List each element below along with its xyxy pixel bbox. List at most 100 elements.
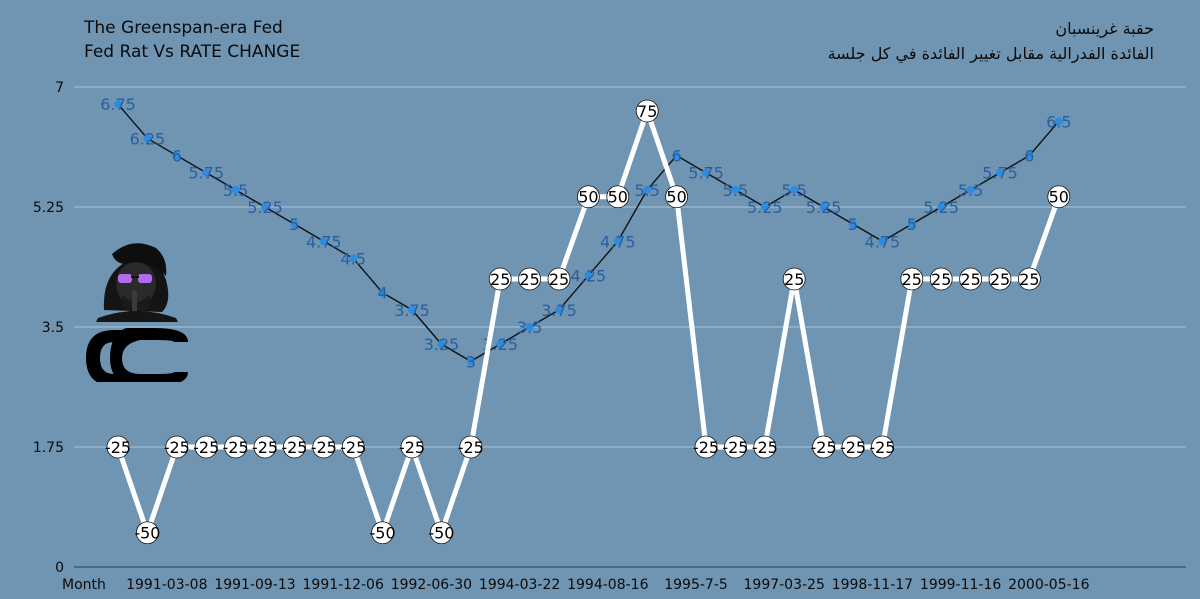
rate-change-data-label: 50 bbox=[1049, 188, 1069, 207]
rate-change-point bbox=[900, 267, 924, 291]
fed-rate-data-label: 5.5 bbox=[634, 181, 659, 200]
rate-change-point bbox=[282, 435, 306, 459]
rate-change-point bbox=[1018, 267, 1041, 291]
x-tick-label: 1991-09-13 bbox=[214, 577, 295, 593]
fed-rate-point bbox=[819, 203, 828, 211]
rate-change-data-label: 50 bbox=[666, 188, 686, 207]
fed-rate-data-label: 5.25 bbox=[806, 198, 842, 217]
fed-rate-data-label: 6.75 bbox=[100, 95, 136, 114]
fed-rate-data-label: 4.75 bbox=[600, 232, 636, 251]
rate-change-data-label: 25 bbox=[960, 270, 980, 289]
rate-change-point bbox=[635, 99, 659, 123]
fed-rate-point bbox=[613, 237, 622, 246]
rate-change-point bbox=[371, 521, 395, 545]
rate-change-data-label: 25 bbox=[1019, 270, 1039, 289]
fed-rate-point bbox=[760, 203, 769, 211]
rate-change-point bbox=[224, 435, 248, 459]
fed-rate-data-label: 4.75 bbox=[865, 232, 901, 251]
y-tick-label: 5.25 bbox=[33, 200, 64, 216]
fed-rate-point bbox=[555, 305, 563, 314]
x-tick-label: 1995-7-5 bbox=[664, 577, 728, 593]
rate-change-point bbox=[194, 435, 218, 459]
fed-rate-data-label: 3.5 bbox=[517, 318, 542, 337]
x-tick-label: 1994-03-22 bbox=[479, 577, 560, 593]
rate-change-data-label: 25 bbox=[519, 270, 539, 289]
rate-change-data-label: -25 bbox=[840, 438, 866, 457]
fed-rate-data-label: 5.75 bbox=[688, 164, 724, 183]
fed-rate-point bbox=[172, 151, 181, 160]
rate-change-point bbox=[694, 435, 718, 459]
rate-change-point bbox=[106, 435, 130, 459]
rate-change-point bbox=[547, 267, 571, 291]
rate-change-line bbox=[115, 108, 1062, 536]
fed-rate-point bbox=[731, 185, 740, 194]
rate-change-data-label: 25 bbox=[549, 270, 569, 289]
rate-change-point bbox=[341, 435, 365, 459]
chart-subtitle-ar: الفائدة الفدرالية مقابل تغيير الفائدة في… bbox=[827, 44, 1154, 63]
x-tick-label: 1991-03-08 bbox=[126, 577, 207, 593]
rate-change-point bbox=[988, 267, 1012, 291]
fed-rate-data-label: 3.75 bbox=[394, 301, 430, 320]
rate-change-data-label: -25 bbox=[458, 438, 484, 457]
rate-change-data-label: 25 bbox=[784, 270, 804, 289]
rate-change-data-label: 25 bbox=[902, 270, 922, 289]
x-tick-label: 1992-06-30 bbox=[391, 577, 472, 593]
fed-rate-point bbox=[319, 237, 328, 246]
title-arabic: حقبة غرينسبان الفائدة الفدرالية مقابل تغ… bbox=[828, 16, 1154, 66]
rate-change-data-label: 25 bbox=[931, 270, 951, 289]
fed-rate-point bbox=[643, 185, 652, 194]
chart-subtitle: Fed Rat Vs RATE CHANGE bbox=[84, 42, 301, 62]
chart-title: The Greenspan-era Fed bbox=[84, 18, 283, 38]
fed-rate-data-label: 3.25 bbox=[424, 335, 460, 354]
fed-rate-data-label: 6.5 bbox=[1046, 112, 1071, 131]
fed-rate-point bbox=[1054, 117, 1063, 126]
series-fed-rate: 6.756.2565.755.55.2554.754.543.753.2533.… bbox=[100, 95, 1071, 371]
fed-rate-point bbox=[496, 340, 505, 349]
x-tick-label: 2000-05-16 bbox=[1008, 577, 1089, 593]
rate-change-data-label: -25 bbox=[281, 438, 307, 457]
rate-change-point bbox=[871, 435, 894, 459]
rate-change-data-label: -25 bbox=[193, 438, 219, 457]
rate-change-data-label: -25 bbox=[311, 438, 337, 457]
rate-change-point bbox=[459, 435, 483, 459]
fed-rate-point bbox=[114, 100, 122, 109]
axis-labels: 0 1.75 3.5 5.25 7 Month 1991-03-08 1991-09-13 19… bbox=[33, 80, 1186, 593]
rate-change-data-label: -25 bbox=[164, 438, 190, 457]
fed-rate-data-label: 4.5 bbox=[340, 249, 365, 268]
rate-change-point bbox=[929, 267, 953, 291]
fed-rate-data-label: 5.25 bbox=[747, 198, 783, 217]
fed-rate-point bbox=[849, 220, 857, 229]
rate-change-data-label: -25 bbox=[340, 438, 366, 457]
rate-change-point bbox=[812, 435, 835, 459]
fed-rate-point bbox=[996, 168, 1004, 177]
rate-change-data-label: -25 bbox=[252, 438, 278, 457]
fed-rate-data-label: 5.5 bbox=[223, 181, 248, 200]
fed-rate-data-label: 3 bbox=[466, 352, 476, 371]
rate-change-data-label: -50 bbox=[428, 524, 454, 543]
fed-rate-point bbox=[1025, 151, 1034, 160]
fed-rate-data-label: 5 bbox=[848, 215, 858, 234]
rate-change-data-label: -25 bbox=[869, 438, 895, 457]
gridlines bbox=[74, 86, 1186, 448]
fed-rate-point bbox=[702, 168, 710, 177]
fed-rate-data-label: 5 bbox=[907, 215, 917, 234]
rate-change-point bbox=[665, 185, 688, 209]
fed-rate-point bbox=[966, 185, 975, 194]
rate-change-point bbox=[577, 185, 600, 209]
fed-rate-data-label: 3.75 bbox=[541, 301, 577, 320]
fed-rate-point bbox=[672, 151, 681, 160]
fed-rate-point bbox=[290, 220, 299, 229]
fed-rate-point bbox=[584, 271, 593, 280]
fed-rate-data-label: 5.5 bbox=[958, 181, 983, 200]
fed-rate-point bbox=[143, 134, 152, 143]
fed-rate-data-label: 5.75 bbox=[188, 164, 224, 183]
rate-change-data-label: 25 bbox=[990, 270, 1010, 289]
rate-change-point bbox=[165, 435, 189, 459]
fed-rate-point bbox=[437, 340, 446, 349]
fed-rate-point bbox=[378, 288, 387, 297]
x-tick-label: 1994-08-16 bbox=[567, 577, 648, 593]
fed-rate-point bbox=[408, 305, 416, 314]
rate-change-data-label: -50 bbox=[370, 524, 396, 543]
